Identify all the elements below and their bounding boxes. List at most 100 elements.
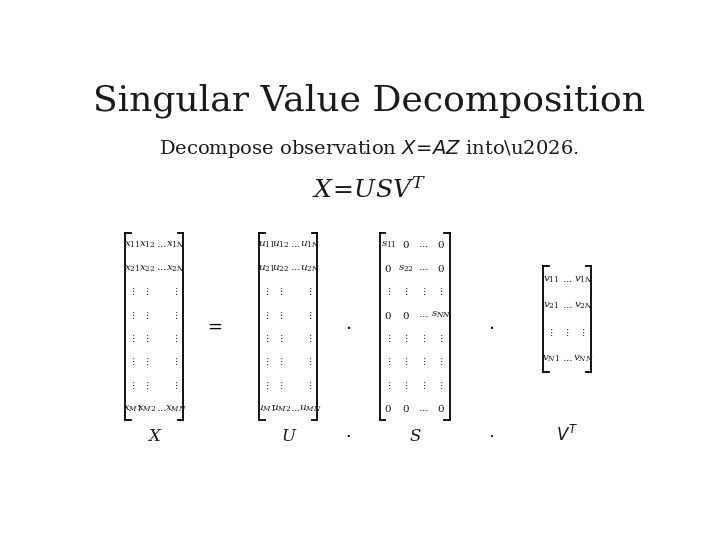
Text: $v_{NN}$: $v_{NN}$: [572, 354, 593, 364]
Text: $\cdots$: $\cdots$: [156, 240, 166, 250]
Text: $u_{M1}$: $u_{M1}$: [256, 403, 276, 414]
Text: $\vdots$: $\vdots$: [264, 333, 269, 344]
Text: $x_{M1}$: $x_{M1}$: [123, 403, 142, 414]
Text: $u_{M2}$: $u_{M2}$: [271, 403, 291, 414]
Text: $0$: $0$: [437, 403, 445, 414]
Text: $0$: $0$: [402, 309, 410, 321]
Text: $\vdots$: $\vdots$: [564, 327, 570, 338]
Text: S: S: [409, 428, 420, 446]
Text: $\cdots$: $\cdots$: [418, 264, 429, 273]
Text: $\cdots$: $\cdots$: [418, 403, 429, 414]
Text: $\vdots$: $\vdots$: [421, 356, 426, 367]
Text: $\vdots$: $\vdots$: [307, 333, 312, 344]
Text: $\vdots$: $\vdots$: [264, 309, 269, 321]
Text: $\vdots$: $\vdots$: [144, 286, 150, 297]
Text: $\cdots$: $\cdots$: [562, 301, 572, 311]
Text: $\vdots$: $\vdots$: [403, 380, 409, 391]
Text: $\vdots$: $\vdots$: [174, 356, 179, 367]
Text: $\cdot$: $\cdot$: [345, 427, 351, 446]
Text: Singular Value Decomposition: Singular Value Decomposition: [93, 84, 645, 118]
Text: $\vdots$: $\vdots$: [403, 333, 409, 344]
Text: $\vdots$: $\vdots$: [130, 309, 135, 321]
Text: $\vdots$: $\vdots$: [144, 333, 150, 344]
Text: $x_{11}$: $x_{11}$: [125, 240, 140, 250]
Text: $s_{11}$: $s_{11}$: [381, 240, 396, 250]
Text: $0$: $0$: [402, 403, 410, 414]
Text: $\vdots$: $\vdots$: [386, 380, 391, 391]
Text: $\vdots$: $\vdots$: [549, 327, 554, 338]
Text: $0$: $0$: [437, 239, 445, 251]
Text: $0$: $0$: [402, 239, 410, 251]
Text: $v_{N1}$: $v_{N1}$: [542, 354, 560, 364]
Text: $\vdots$: $\vdots$: [278, 380, 284, 391]
Text: $x_{MN}$: $x_{MN}$: [165, 403, 187, 414]
Text: $\cdots$: $\cdots$: [290, 264, 300, 273]
Text: $u_{MN}$: $u_{MN}$: [299, 403, 321, 414]
Text: X: X: [148, 428, 160, 446]
Text: $\vdots$: $\vdots$: [174, 286, 179, 297]
Text: $\vdots$: $\vdots$: [144, 380, 150, 391]
Text: $v_{2N}$: $v_{2N}$: [574, 301, 593, 312]
Text: $\cdot$: $\cdot$: [487, 318, 494, 336]
Text: $X\!=\!USV^T$: $X\!=\!USV^T$: [312, 177, 426, 202]
Text: $\cdot$: $\cdot$: [345, 318, 351, 336]
Text: $\vdots$: $\vdots$: [144, 309, 150, 321]
Text: $\vdots$: $\vdots$: [580, 327, 586, 338]
Text: $x_{2N}$: $x_{2N}$: [166, 263, 186, 274]
Text: $\cdots$: $\cdots$: [562, 354, 572, 364]
Text: $\vdots$: $\vdots$: [307, 356, 312, 367]
Text: $s_{NN}$: $s_{NN}$: [431, 310, 451, 320]
Text: $0$: $0$: [384, 403, 392, 414]
Text: $u_{12}$: $u_{12}$: [272, 240, 289, 250]
Text: $\vdots$: $\vdots$: [386, 333, 391, 344]
Text: $\vdots$: $\vdots$: [130, 286, 135, 297]
Text: $\vdots$: $\vdots$: [130, 356, 135, 367]
Text: $\vdots$: $\vdots$: [307, 380, 312, 391]
Text: $V^T$: $V^T$: [556, 425, 578, 446]
Text: $\vdots$: $\vdots$: [264, 286, 269, 297]
Text: $\vdots$: $\vdots$: [438, 380, 444, 391]
Text: $\vdots$: $\vdots$: [264, 380, 269, 391]
Text: $\vdots$: $\vdots$: [144, 356, 150, 367]
Text: $x_{M2}$: $x_{M2}$: [138, 403, 156, 414]
Text: $\vdots$: $\vdots$: [174, 309, 179, 321]
Text: $v_{1N}$: $v_{1N}$: [574, 274, 593, 285]
Text: $\vdots$: $\vdots$: [278, 309, 284, 321]
Text: $0$: $0$: [384, 263, 392, 274]
Text: $\cdots$: $\cdots$: [562, 275, 572, 285]
Text: $\cdot$: $\cdot$: [487, 427, 494, 446]
Text: $\cdots$: $\cdots$: [156, 264, 166, 273]
Text: $\vdots$: $\vdots$: [174, 333, 179, 344]
Text: $\cdots$: $\cdots$: [418, 310, 429, 320]
Text: $\vdots$: $\vdots$: [130, 333, 135, 344]
Text: $\vdots$: $\vdots$: [278, 286, 284, 297]
Text: $\vdots$: $\vdots$: [438, 333, 444, 344]
Text: $\vdots$: $\vdots$: [386, 286, 391, 297]
Text: $x_{22}$: $x_{22}$: [139, 263, 155, 274]
Text: $u_{1N}$: $u_{1N}$: [300, 240, 320, 250]
Text: $\vdots$: $\vdots$: [264, 356, 269, 367]
Text: $x_{12}$: $x_{12}$: [139, 240, 155, 250]
Text: $0$: $0$: [437, 263, 445, 274]
Text: $\cdots$: $\cdots$: [418, 240, 429, 250]
Text: $\vdots$: $\vdots$: [307, 309, 312, 321]
Text: $u_{2N}$: $u_{2N}$: [300, 263, 320, 274]
Text: $\cdots$: $\cdots$: [290, 240, 300, 250]
Text: $\vdots$: $\vdots$: [421, 286, 426, 297]
Text: $\vdots$: $\vdots$: [130, 380, 135, 391]
Text: $v_{11}$: $v_{11}$: [543, 274, 559, 285]
Text: $x_{1N}$: $x_{1N}$: [166, 240, 186, 250]
Text: U: U: [281, 428, 295, 446]
Text: $\vdots$: $\vdots$: [403, 286, 409, 297]
Text: $\vdots$: $\vdots$: [421, 333, 426, 344]
Text: $u_{11}$: $u_{11}$: [258, 240, 275, 250]
Text: Decompose observation $X\!=\!AZ$ into\u2026.: Decompose observation $X\!=\!AZ$ into\u2…: [159, 138, 579, 159]
Text: $\vdots$: $\vdots$: [174, 380, 179, 391]
Text: $\vdots$: $\vdots$: [278, 356, 284, 367]
Text: $\vdots$: $\vdots$: [307, 286, 312, 297]
Text: $\cdots$: $\cdots$: [290, 403, 300, 414]
Text: $u_{22}$: $u_{22}$: [272, 263, 289, 274]
Text: $u_{21}$: $u_{21}$: [258, 263, 275, 274]
Text: $s_{22}$: $s_{22}$: [398, 263, 414, 274]
Text: $v_{21}$: $v_{21}$: [543, 301, 559, 312]
